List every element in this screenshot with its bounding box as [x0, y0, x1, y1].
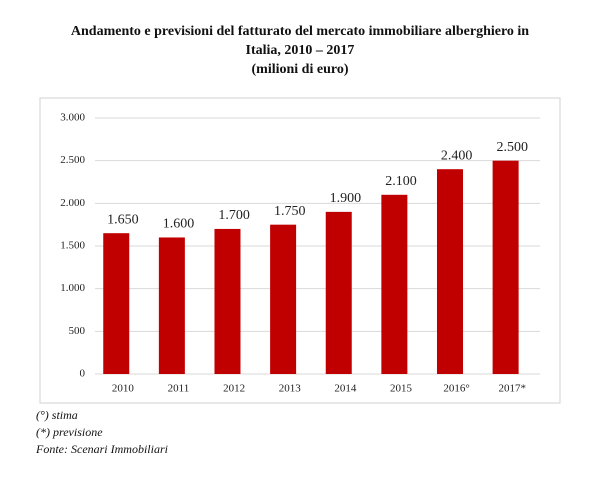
bar — [103, 233, 130, 374]
chart-frame — [39, 97, 561, 404]
x-tick-label: 2015 — [390, 383, 413, 395]
bar — [325, 211, 352, 374]
value-label: 1.750 — [274, 204, 306, 219]
y-tick-label: 1.500 — [60, 240, 85, 252]
bar — [492, 160, 519, 374]
chart-title: Andamento e previsioni del fatturato del… — [70, 24, 530, 58]
y-tick-label: 500 — [69, 325, 86, 337]
y-tick-label: 1.000 — [60, 282, 85, 294]
footnote: (*) previsione — [36, 425, 103, 439]
value-label: 2.500 — [496, 140, 528, 155]
x-tick-label: 2014 — [334, 383, 357, 395]
bar — [381, 194, 408, 374]
y-tick-label: 2.500 — [60, 154, 85, 166]
x-tick-label: 2016° — [443, 383, 469, 395]
x-tick-label: 2012 — [223, 383, 245, 395]
value-label: 1.700 — [218, 208, 250, 223]
bar — [436, 169, 463, 374]
x-tick-label: 2017* — [498, 383, 526, 395]
y-tick-label: 2.000 — [60, 197, 85, 209]
value-label: 2.400 — [441, 148, 473, 163]
y-tick-label: 0 — [80, 368, 86, 380]
value-label: 1.900 — [330, 191, 362, 206]
title-block: Andamento e previsioni del fatturato del… — [70, 22, 530, 79]
chart-subtitle: (milioni di euro) — [251, 62, 349, 77]
footnote: (°) stima — [36, 408, 78, 422]
value-label: 1.650 — [107, 212, 139, 227]
bar — [214, 228, 241, 374]
y-tick-label: 3.000 — [60, 112, 85, 124]
x-tick-label: 2013 — [279, 383, 302, 395]
bar — [270, 224, 297, 374]
x-tick-label: 2010 — [112, 383, 135, 395]
x-tick-label: 2011 — [168, 383, 190, 395]
chart: 0 500 1.000 1.500 2.000 2.500 3.000 2010 1.650 20… — [39, 97, 561, 404]
value-label: 1.600 — [163, 217, 195, 232]
notes: (°) stima (*) previsione Fonte: Scenari Im… — [36, 407, 168, 458]
footnote: Fonte: Scenari Immobiliari — [36, 442, 168, 456]
bar — [158, 237, 185, 374]
value-label: 2.100 — [385, 174, 417, 189]
